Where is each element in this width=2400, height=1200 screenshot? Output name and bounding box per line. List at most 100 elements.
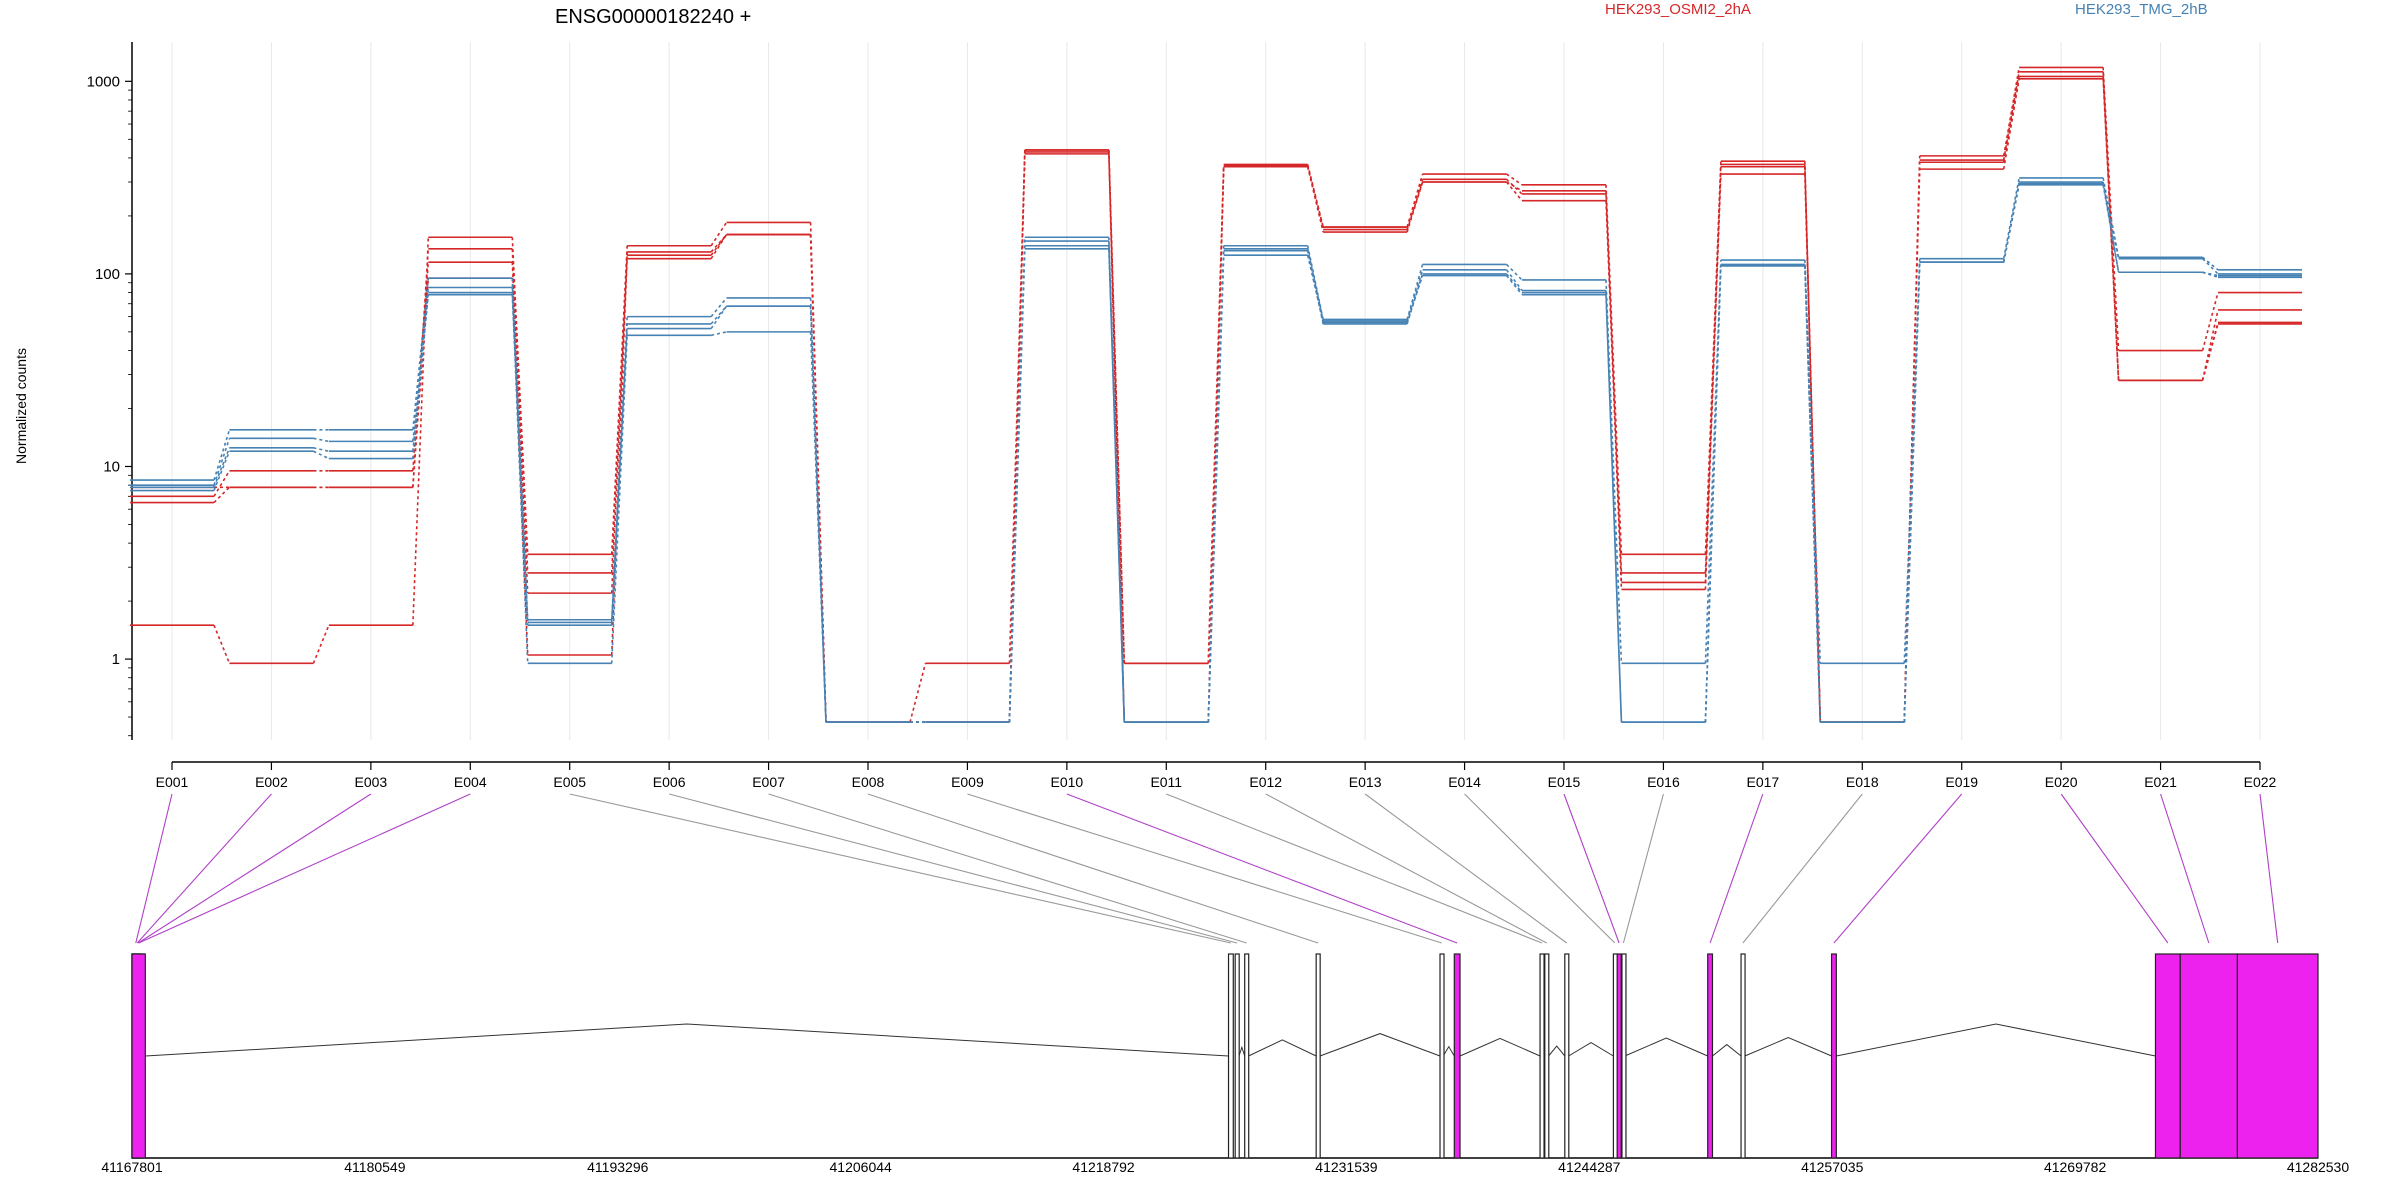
data-transition [710, 234, 728, 256]
data-transition [511, 278, 529, 620]
exon-e019 [1830, 953, 1837, 1159]
intron-line [1459, 1037, 1541, 1057]
exon-e022 [2236, 953, 2319, 1159]
intron-line [1568, 1042, 1614, 1057]
exon-e007 [1244, 953, 1250, 1159]
x-tick-label: E022 [2244, 774, 2277, 790]
data-transition [1505, 273, 1523, 294]
connector-line [1364, 793, 1568, 944]
data-transition [2202, 256, 2219, 271]
data-transition [1605, 294, 1623, 723]
data-transition [909, 663, 927, 723]
intron-line [1836, 1023, 2156, 1057]
data-transition [610, 258, 628, 594]
series-line [130, 182, 2302, 724]
connector-line [1563, 793, 1620, 944]
exon-e006 [1234, 953, 1240, 1159]
data-transition [710, 305, 728, 330]
data-transition [1108, 245, 1126, 723]
exon-e008 [1315, 953, 1321, 1159]
legend-label-osmi: HEK293_OSMI2_2hA [1605, 1, 1751, 18]
data-transition [2002, 183, 2020, 263]
data-transition [710, 331, 727, 337]
genomic-coordinate-label: 41269782 [2044, 1159, 2107, 1175]
y-tick-label: 1000 [87, 73, 120, 90]
data-transition [610, 323, 628, 626]
data-transition [1406, 269, 1424, 322]
data-transition [710, 305, 728, 325]
intron-line [145, 1023, 1229, 1057]
data-transition [1207, 245, 1225, 723]
data-transition [1306, 250, 1324, 325]
exon-e015 [1616, 953, 1622, 1159]
data-transition [2002, 78, 2020, 170]
data-transition [313, 450, 330, 460]
data-transition [1903, 262, 1921, 723]
x-tick-label: E005 [553, 774, 586, 790]
x-tick-label: E020 [2045, 774, 2078, 790]
exon-e005 [1227, 953, 1234, 1159]
data-transition [809, 331, 827, 723]
data-transition [1804, 265, 1822, 723]
connector-line [138, 793, 471, 944]
data-transition [511, 237, 529, 555]
intron-line [1238, 1045, 1246, 1057]
data-transition [610, 328, 628, 623]
x-tick-label: E009 [951, 774, 984, 790]
legend-label-tmg: HEK293_TMG_2hB [2075, 1, 2208, 18]
data-transition [412, 292, 430, 459]
data-transition [1506, 181, 1523, 192]
chart-axes: 1 10 100 1000 E001 E002 E003 E004 E005 E006 E007 E0… [87, 42, 2277, 790]
data-transition [1406, 181, 1424, 233]
data-transition [412, 237, 430, 626]
exon-e021 [2179, 953, 2239, 1159]
data-transition [511, 294, 529, 623]
data-transition [213, 429, 231, 481]
intron-line [1442, 1045, 1455, 1057]
intron-line [1319, 1033, 1441, 1057]
connector-line [768, 793, 1247, 944]
genomic-coordinate-label: 41218792 [1072, 1159, 1135, 1175]
connector-line [967, 793, 1442, 944]
exon-e012 [1544, 953, 1550, 1159]
x-tick-label: E021 [2144, 774, 2177, 790]
genomic-coordinate-label: 41244287 [1558, 1159, 1621, 1175]
data-transition [1704, 260, 1722, 664]
genomic-coordinate-label: 41206044 [830, 1159, 893, 1175]
connector-line [1066, 793, 1458, 944]
data-transition [1108, 248, 1126, 723]
data-transition [1008, 149, 1026, 664]
connector-line [137, 793, 372, 944]
x-tick-label: E012 [1249, 774, 1282, 790]
data-transition [313, 437, 330, 443]
data-transition [610, 335, 628, 664]
data-transition [1505, 275, 1523, 296]
genomic-coordinate-label: 41257035 [1801, 1159, 1864, 1175]
data-transition [511, 292, 529, 664]
data-transition [1306, 164, 1324, 228]
data-transition [1505, 269, 1523, 291]
exon-e018 [1740, 953, 1746, 1159]
data-transition [2002, 76, 2020, 163]
data-transition [1605, 279, 1623, 664]
genomic-coordinate-label: 41167801 [101, 1159, 162, 1175]
data-transition [313, 447, 330, 453]
data-transition [312, 624, 330, 664]
x-tick-label: E013 [1349, 774, 1382, 790]
x-tick-label: E010 [1051, 774, 1084, 790]
data-transition [511, 248, 529, 573]
data-transition [213, 470, 231, 497]
data-transition [1406, 273, 1424, 325]
exon-e011 [1539, 953, 1545, 1159]
x-tick-label: E017 [1747, 774, 1780, 790]
connector-line [1622, 793, 1664, 944]
data-transition [213, 447, 231, 488]
x-tick-label: E016 [1647, 774, 1680, 790]
data-transition [2002, 71, 2020, 161]
data-transition [213, 624, 231, 664]
data-transition [710, 222, 728, 247]
exon-connectors [135, 793, 2279, 944]
chart-grid [171, 42, 2261, 740]
series-line [130, 78, 2302, 724]
